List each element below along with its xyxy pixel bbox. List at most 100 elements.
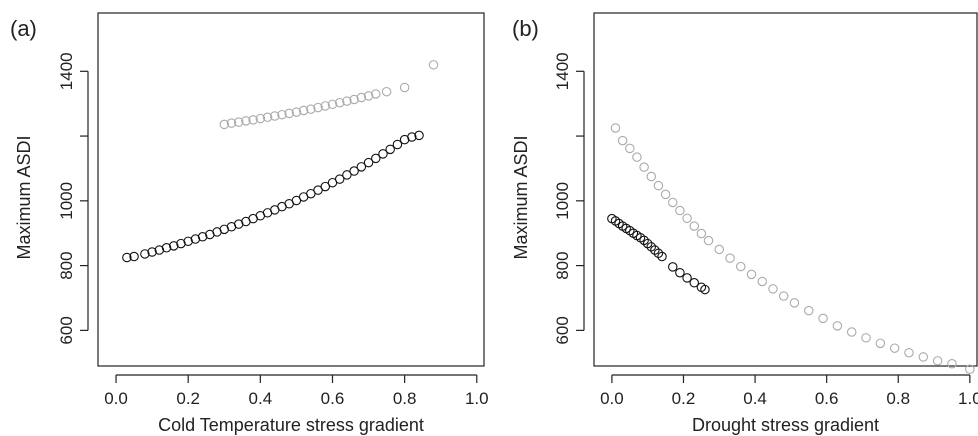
data-point (625, 143, 635, 154)
x-tick-label: 0.6 (815, 389, 839, 408)
x-tick-label: 0.4 (743, 389, 767, 408)
data-point (291, 107, 302, 117)
x-tick-label: 0.2 (176, 389, 200, 408)
y-tick-label: 1000 (57, 182, 76, 220)
data-point (861, 333, 871, 343)
data-point (646, 242, 657, 252)
data-point (385, 144, 395, 155)
data-point (363, 157, 374, 168)
data-point (610, 123, 621, 133)
data-point (642, 238, 653, 249)
data-point (320, 181, 331, 192)
data-point (667, 197, 678, 208)
data-point (371, 89, 381, 99)
x-tick-label: 0.0 (600, 389, 624, 408)
y-tick-label: 1400 (57, 52, 76, 90)
data-point (306, 104, 316, 114)
data-point (176, 238, 186, 249)
data-point (778, 291, 789, 301)
data-point (682, 213, 692, 224)
data-point (653, 248, 664, 259)
data-point (646, 171, 657, 182)
data-point (757, 276, 767, 287)
series-light (219, 60, 439, 130)
x-axis-title: Drought stress gradient (692, 415, 879, 435)
data-point (371, 153, 381, 164)
data-point (320, 101, 331, 111)
y-tick-label: 800 (57, 251, 76, 279)
data-point (832, 321, 843, 331)
y-axis-title: Maximum ASDI (14, 135, 34, 259)
x-tick-label: 1.0 (465, 389, 489, 408)
data-point (363, 91, 374, 101)
data-point (804, 305, 814, 316)
data-point (154, 245, 165, 255)
data-point (689, 278, 699, 288)
data-point (219, 119, 230, 130)
y-tick-label: 1400 (553, 52, 572, 90)
x-tick-label: 0.4 (249, 389, 273, 408)
data-point (965, 364, 975, 374)
data-point (746, 269, 757, 280)
data-point (675, 267, 685, 278)
data-point (875, 338, 886, 349)
data-point (381, 86, 392, 97)
data-point (349, 166, 359, 176)
data-point (197, 232, 208, 242)
data-point (407, 132, 417, 142)
x-tick-label: 1.0 (958, 389, 978, 408)
chart-panel-a: (a) 0.0 0.2 0.4 0.6 0.8 1.0 Cold Temperature st… (10, 12, 489, 435)
data-point (700, 284, 710, 295)
series-dark (122, 130, 424, 263)
x-tick-label: 0.2 (672, 389, 696, 408)
data-point (675, 205, 685, 216)
plot-frame (593, 12, 978, 367)
data-point (183, 236, 193, 247)
data-point (789, 298, 800, 308)
data-point (356, 92, 367, 103)
data-point (270, 111, 280, 121)
y-axis-title: Maximum ASDI (511, 135, 531, 259)
data-point (284, 108, 294, 119)
data-point (169, 241, 179, 251)
series-light (610, 123, 975, 374)
data-point (140, 249, 150, 259)
data-point (262, 112, 273, 123)
plot-frame (97, 12, 485, 367)
data-point (248, 115, 258, 125)
data-point (277, 109, 287, 120)
data-point (632, 152, 642, 162)
data-point (161, 243, 172, 253)
data-point (226, 118, 237, 128)
data-point (904, 347, 914, 358)
data-point (122, 252, 132, 263)
data-point (190, 234, 201, 244)
data-point (657, 251, 667, 262)
data-point (703, 235, 714, 246)
data-point (617, 135, 628, 146)
data-point (667, 262, 678, 272)
data-point (414, 130, 424, 141)
data-point (947, 358, 957, 369)
y-tick-label: 800 (553, 251, 572, 279)
x-tick-label: 0.8 (393, 389, 417, 408)
data-point (428, 60, 439, 70)
y-tick-label: 1000 (553, 182, 572, 220)
data-point (725, 253, 735, 263)
data-point (696, 228, 707, 239)
data-point (392, 139, 403, 150)
data-point (736, 261, 746, 272)
x-tick-label: 0.8 (886, 389, 910, 408)
data-point (298, 105, 309, 116)
data-point (639, 162, 649, 172)
data-point (334, 97, 345, 108)
chart-panel-b: (b) 0.0 0.2 0.4 0.6 0.8 1.0 Drought stress grad… (511, 12, 978, 435)
data-point (255, 113, 266, 124)
data-point (233, 117, 244, 127)
x-tick-label: 0.6 (321, 389, 345, 408)
series-dark (607, 213, 710, 295)
data-point (932, 356, 943, 366)
y-tick-label: 600 (553, 316, 572, 344)
data-point (356, 162, 367, 172)
